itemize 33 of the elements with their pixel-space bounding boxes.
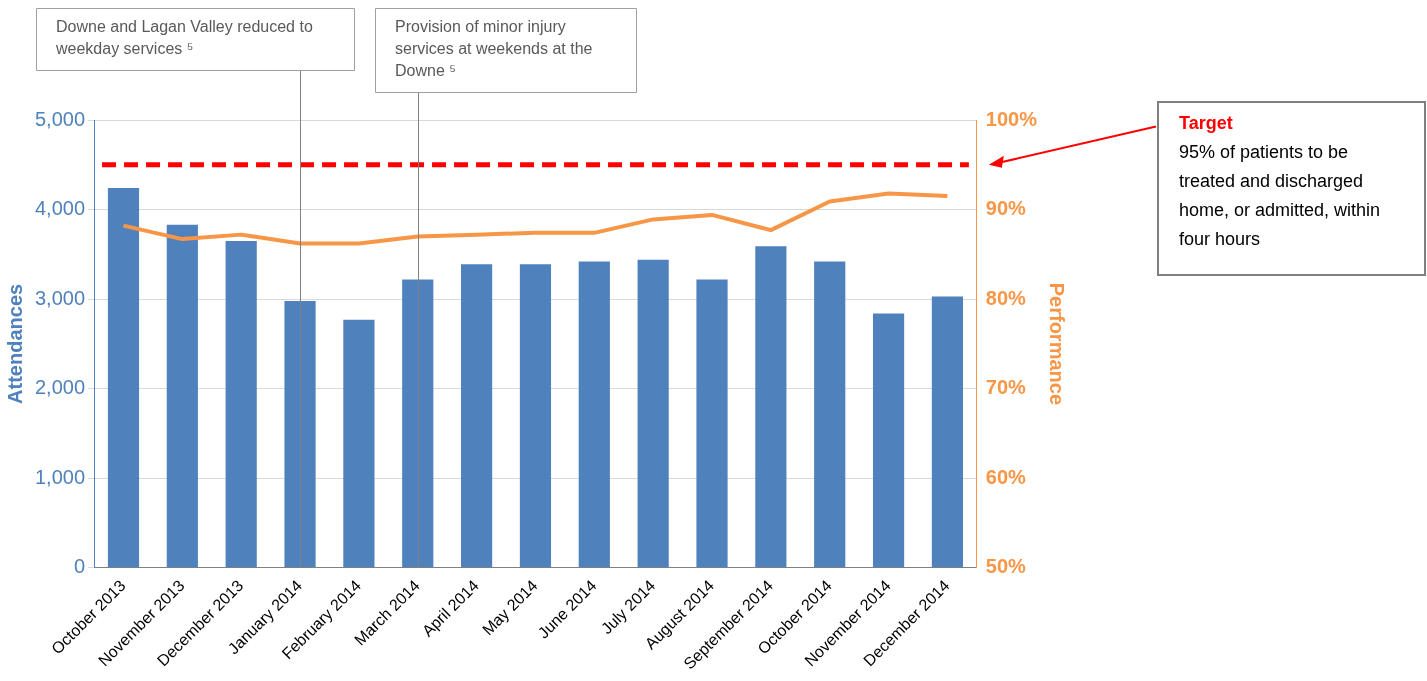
- y2-tick-label: 60%: [985, 465, 1027, 488]
- bar: [402, 279, 434, 568]
- bar: [461, 264, 493, 568]
- bar: [872, 313, 905, 568]
- y-tick-label: 1,000: [34, 465, 86, 488]
- y-tick-label: 2,000: [34, 376, 86, 399]
- bar: [814, 261, 846, 568]
- y2-tick-label: 90%: [985, 197, 1027, 220]
- y2-axis-title: Performance: [1046, 282, 1069, 406]
- bar: [107, 188, 140, 568]
- y2-tick-label: 70%: [985, 376, 1027, 399]
- y2-tick-label: 80%: [985, 286, 1027, 309]
- ref-line-label: Provision of minor injury services at weekends at the Downe ⁵: [395, 18, 593, 80]
- bar: [755, 246, 787, 568]
- bar: [578, 261, 610, 568]
- y-tick-label: 0: [73, 555, 86, 578]
- bar: [284, 300, 316, 568]
- bar: [931, 296, 964, 568]
- bar: [225, 240, 257, 568]
- y-tick-label: 4,000: [34, 197, 86, 220]
- bar: [343, 319, 375, 568]
- y-tick-label: 5,000: [34, 107, 86, 130]
- bar: [637, 259, 669, 568]
- bar: [696, 279, 728, 568]
- ref-line-label: Downe and Lagan Valley reduced to weekday services ⁵: [55, 18, 313, 58]
- y-tick-label: 3,000: [34, 286, 86, 309]
- y2-tick-label: 50%: [985, 555, 1027, 578]
- bar: [166, 224, 198, 568]
- bar: [519, 264, 552, 568]
- y2-tick-label: 100%: [985, 107, 1038, 130]
- text: 95% of patients to be treated and discharged home, or admitted, within four hours: [1179, 142, 1381, 250]
- ref-line-label: Target: [1179, 113, 1233, 134]
- y-axis-title: Attendances: [3, 283, 26, 404]
